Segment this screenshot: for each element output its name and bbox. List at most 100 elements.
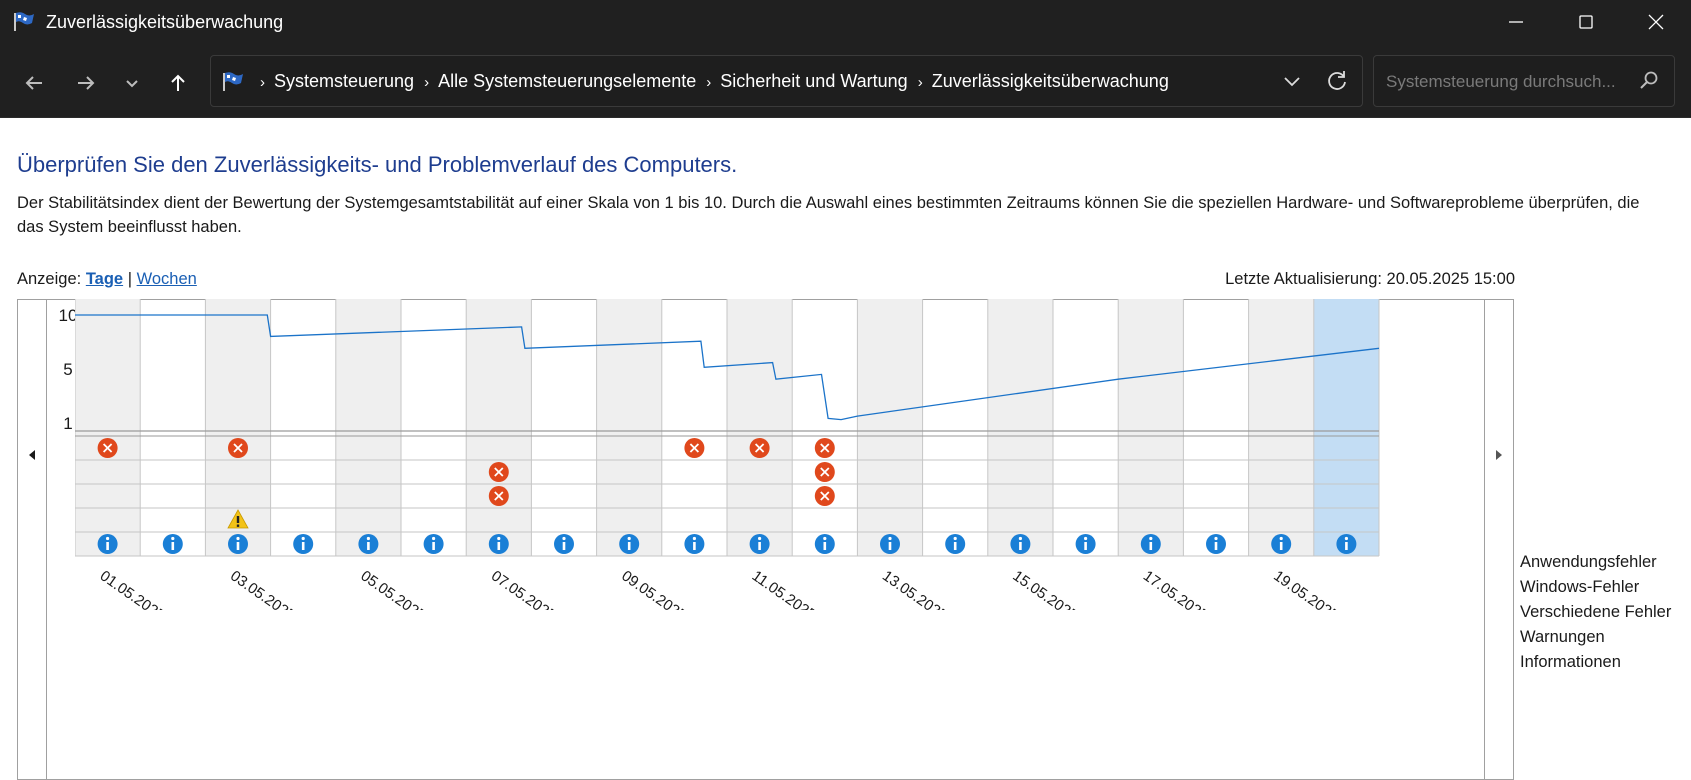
day-column[interactable] xyxy=(466,299,532,556)
recent-locations-button[interactable] xyxy=(114,65,150,101)
forward-button[interactable] xyxy=(68,65,104,101)
y-tick-label: 10 xyxy=(58,306,78,325)
info-icon[interactable] xyxy=(554,534,574,554)
date-label: 01.05.2025 xyxy=(97,567,168,610)
view-weeks-link[interactable]: Wochen xyxy=(136,270,197,288)
minimize-icon xyxy=(1509,21,1523,23)
chevron-right-icon: › xyxy=(706,74,712,91)
info-icon[interactable] xyxy=(1206,534,1226,554)
error-icon[interactable] xyxy=(488,486,509,506)
scroll-right-button[interactable] xyxy=(1484,300,1513,779)
day-column[interactable] xyxy=(987,299,1053,556)
info-icon[interactable] xyxy=(814,534,835,554)
info-icon[interactable] xyxy=(619,534,640,554)
maximize-icon xyxy=(1579,15,1593,29)
row-label-warnungen: Warnungen xyxy=(1520,628,1605,646)
chevron-left-icon xyxy=(29,450,35,460)
back-button[interactable] xyxy=(16,65,52,101)
close-button[interactable] xyxy=(1621,0,1691,45)
breadcrumb: › Systemsteuerung › Alle Systemsteuerungse… xyxy=(255,71,1169,92)
window-title: Zuverlässigkeitsüberwachung xyxy=(46,12,284,32)
error-icon[interactable] xyxy=(814,438,835,458)
day-column[interactable] xyxy=(596,299,662,556)
row-label-verschiedene-fehler: Verschiedene Fehler xyxy=(1520,603,1672,621)
day-column[interactable] xyxy=(727,299,793,556)
info-icon[interactable] xyxy=(1271,534,1292,554)
error-icon[interactable] xyxy=(97,438,118,458)
info-icon[interactable] xyxy=(358,534,379,554)
error-icon[interactable] xyxy=(814,462,835,482)
maximize-button[interactable] xyxy=(1551,0,1621,45)
navigation-bar: › Systemsteuerung › Alle Systemsteuerungse… xyxy=(0,45,1691,118)
error-icon[interactable] xyxy=(488,462,509,482)
chevron-down-icon xyxy=(126,80,138,88)
day-column[interactable] xyxy=(1313,299,1379,556)
last-update: Letzte Aktualisierung: 20.05.2025 15:00 xyxy=(1225,270,1515,288)
breadcrumb-item[interactable]: Sicherheit und Wartung xyxy=(720,71,908,91)
event-row-labels: Anwendungsfehler Windows-Fehler Verschie… xyxy=(1520,550,1671,675)
stability-index-line xyxy=(75,314,1380,421)
info-icon[interactable] xyxy=(1140,534,1161,554)
day-column[interactable] xyxy=(75,299,141,556)
row-label-anwendungsfehler: Anwendungsfehler xyxy=(1520,553,1657,571)
page-title: Überprüfen Sie den Zuverlässigkeits- und… xyxy=(17,152,738,177)
info-icon[interactable] xyxy=(1010,534,1031,554)
chevron-right-icon xyxy=(1496,450,1502,460)
day-column[interactable] xyxy=(335,299,401,556)
view-label: Anzeige: xyxy=(17,270,82,288)
search-icon[interactable] xyxy=(1638,70,1660,92)
chevron-right-icon: › xyxy=(260,74,265,91)
view-separator: | xyxy=(127,270,132,288)
chevron-down-icon[interactable] xyxy=(1282,71,1302,91)
date-label: 03.05.2025 xyxy=(227,567,298,610)
address-bar[interactable]: › Systemsteuerung › Alle Systemsteuerungse… xyxy=(210,55,1363,107)
chart-plot[interactable]: 01.05.2025 03.05.2025 05.05.2025 07.05.2025… xyxy=(75,299,1486,610)
info-icon[interactable] xyxy=(749,534,770,554)
info-icon[interactable] xyxy=(1336,534,1357,554)
error-icon[interactable] xyxy=(749,438,770,458)
date-label: 09.05.2025 xyxy=(618,567,689,610)
scroll-left-button[interactable] xyxy=(18,300,47,779)
minimize-button[interactable] xyxy=(1481,0,1551,45)
date-label: 11.05.2025 xyxy=(749,567,819,610)
date-label: 15.05.2025 xyxy=(1010,567,1081,610)
error-icon[interactable] xyxy=(814,486,835,506)
date-label: 07.05.2025 xyxy=(488,567,559,610)
warning-icon[interactable] xyxy=(227,509,249,529)
date-label: 17.05.2025 xyxy=(1140,567,1211,610)
info-icon[interactable] xyxy=(423,534,444,554)
date-label: 19.05.2025 xyxy=(1270,567,1341,610)
title-bar: Zuverlässigkeitsüberwachung xyxy=(0,0,1691,45)
breadcrumb-item[interactable]: Systemsteuerung xyxy=(274,71,415,91)
info-icon[interactable] xyxy=(97,534,118,554)
day-column[interactable] xyxy=(857,299,923,556)
info-icon[interactable] xyxy=(880,534,900,554)
error-icon[interactable] xyxy=(684,438,705,458)
day-column[interactable] xyxy=(1118,299,1184,556)
search-input[interactable] xyxy=(1384,70,1628,94)
info-icon[interactable] xyxy=(945,534,966,554)
content-area: Überprüfen Sie den Zuverlässigkeits- und… xyxy=(0,118,1691,780)
view-selector: Anzeige: Tage | Wochen xyxy=(17,270,197,289)
row-label-windows-fehler: Windows-Fehler xyxy=(1520,578,1640,596)
search-box[interactable] xyxy=(1373,55,1675,107)
flag-icon xyxy=(223,72,243,91)
info-icon[interactable] xyxy=(488,534,509,554)
breadcrumb-item[interactable]: Alle Systemsteuerungselemente xyxy=(438,71,697,91)
arrow-up-icon xyxy=(171,74,185,91)
y-tick-label: 1 xyxy=(63,414,73,433)
refresh-icon[interactable] xyxy=(1324,68,1350,94)
flag-icon xyxy=(14,12,34,31)
page-description: Der Stabilitätsindex dient der Bewertung… xyxy=(17,194,1640,236)
info-icon[interactable] xyxy=(162,534,183,554)
breadcrumb-item[interactable]: Zuverlässigkeitsüberwachung xyxy=(931,71,1169,91)
info-icon[interactable] xyxy=(1075,534,1096,554)
day-column[interactable] xyxy=(1248,299,1314,556)
info-icon[interactable] xyxy=(684,534,705,554)
error-icon[interactable] xyxy=(228,438,248,458)
arrow-right-icon xyxy=(78,76,95,90)
info-icon[interactable] xyxy=(293,534,314,554)
up-button[interactable] xyxy=(160,65,196,101)
info-icon[interactable] xyxy=(228,534,248,554)
view-days-link[interactable]: Tage xyxy=(85,270,124,288)
